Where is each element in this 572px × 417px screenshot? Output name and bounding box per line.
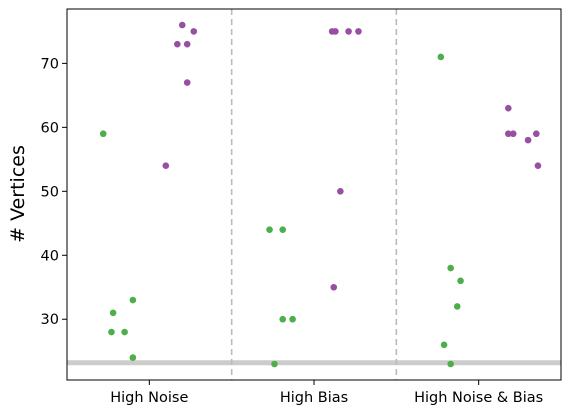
data-point bbox=[109, 309, 117, 317]
data-point bbox=[524, 136, 532, 144]
data-point bbox=[178, 21, 186, 29]
x-tick-label: High Bias bbox=[280, 390, 348, 406]
data-point bbox=[355, 28, 362, 35]
data-point bbox=[332, 28, 339, 35]
data-point bbox=[337, 188, 344, 195]
y-tick-label: 30 bbox=[41, 312, 59, 328]
y-tick-label: 70 bbox=[41, 56, 59, 72]
data-point bbox=[345, 28, 352, 35]
data-point bbox=[509, 130, 517, 138]
data-point bbox=[279, 315, 287, 323]
y-tick-label: 50 bbox=[41, 184, 59, 200]
data-point bbox=[440, 341, 448, 349]
data-point bbox=[183, 79, 191, 86]
data-point bbox=[533, 130, 540, 138]
data-point bbox=[129, 354, 137, 361]
y-tick-label: 60 bbox=[41, 120, 59, 136]
data-point bbox=[174, 40, 181, 48]
data-point bbox=[108, 328, 115, 336]
x-tick-label: High Noise bbox=[110, 390, 188, 406]
data-point bbox=[183, 40, 191, 48]
data-point bbox=[271, 360, 278, 368]
data-point bbox=[279, 226, 287, 233]
data-point bbox=[266, 226, 273, 233]
data-point bbox=[447, 264, 454, 272]
x-tick-label: High Noise & Bias bbox=[414, 390, 543, 406]
data-point bbox=[505, 130, 512, 138]
data-point bbox=[505, 104, 512, 112]
data-point bbox=[129, 296, 137, 304]
data-point bbox=[121, 328, 128, 336]
plot-area bbox=[67, 9, 561, 380]
data-point bbox=[99, 130, 107, 138]
data-point bbox=[534, 162, 542, 170]
data-point bbox=[447, 360, 454, 368]
data-point bbox=[289, 315, 296, 323]
data-point bbox=[437, 53, 445, 61]
data-point bbox=[453, 303, 461, 310]
data-point bbox=[330, 283, 338, 291]
data-point bbox=[457, 277, 464, 285]
data-point bbox=[190, 28, 198, 35]
y-axis-label: # Vertices bbox=[7, 145, 29, 243]
axes: 30 40 50 60 70 High Noise High Bias High Noise … bbox=[41, 8, 562, 406]
y-tick-label: 40 bbox=[41, 248, 59, 264]
data-point bbox=[162, 162, 170, 170]
